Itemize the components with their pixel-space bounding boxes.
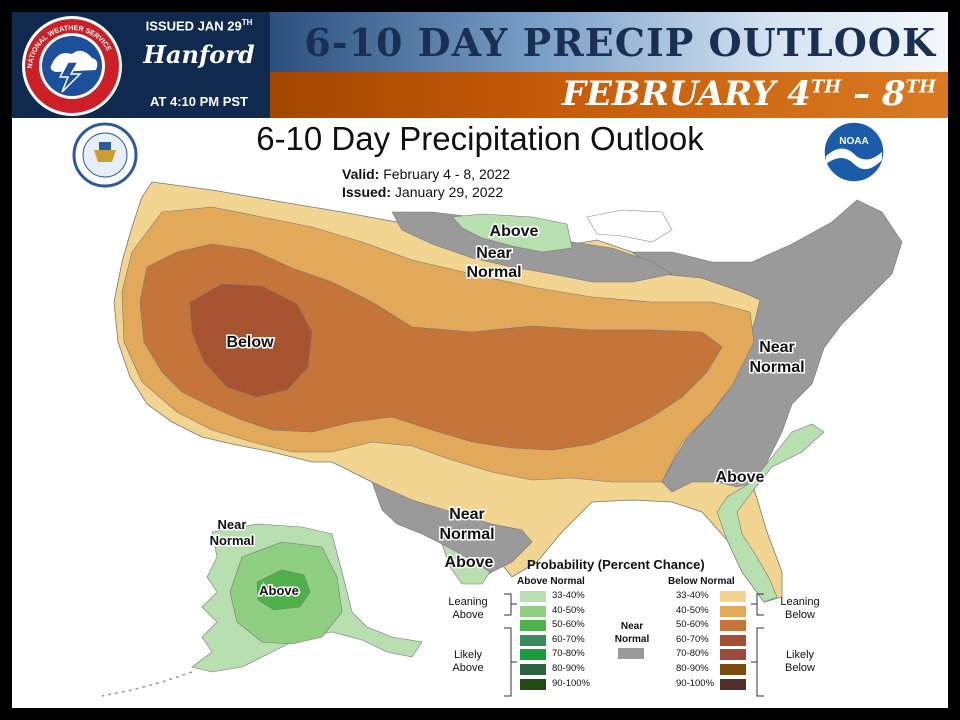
legend-leaning-above: Leaning Above — [448, 596, 488, 621]
legend-likely-above: Likely Above — [452, 649, 484, 674]
legend-above-range-4: 60-70% — [552, 633, 585, 645]
legend-above-swatch-2 — [520, 605, 546, 617]
legend-above-swatch-5 — [520, 649, 546, 661]
legend-above-range-7: 90-100% — [552, 677, 591, 689]
issued-time: AT 4:10 PM PST — [149, 94, 248, 109]
legend-below-swatch-7 — [720, 678, 746, 690]
legend-below-swatch-2 — [720, 605, 746, 617]
label-near-east-2: Normal — [749, 359, 804, 376]
alaska-aleutians — [101, 671, 193, 697]
legend-above-range-1: 33-40% — [552, 590, 585, 601]
noaa-logo-lettering: NOAA — [839, 136, 868, 147]
legend-above-swatch-4 — [520, 634, 546, 646]
leaning-above-southeast — [716, 423, 825, 603]
below-60-70-core — [189, 283, 313, 398]
legend-above-header: Above Normal — [517, 576, 585, 587]
legend-above-swatch-6 — [520, 664, 546, 675]
legend-below-swatch-6 — [720, 664, 746, 675]
legend-near-normal-swatch — [618, 648, 644, 659]
legend-below-header: Below Normal — [668, 576, 735, 587]
banner-title: 6-10 DAY PRECIP OUTLOOK — [304, 20, 936, 65]
leaning-above-texas — [441, 543, 491, 585]
legend-above-swatch-7 — [520, 678, 546, 690]
label-above-north: Above — [490, 223, 539, 240]
legend-likely-below: Likely Below — [785, 649, 815, 674]
nws-logo-icon: NATIONAL WEATHER SERVICE — [22, 16, 122, 116]
label-near-north-2: Normal — [466, 264, 521, 281]
legend-below-swatch-5 — [720, 649, 746, 661]
legend-above-range-2: 40-50% — [552, 604, 585, 616]
label-above-southeast: Above — [716, 469, 765, 486]
legend-above-range-3: 50-60% — [552, 619, 585, 631]
near-normal-texas — [371, 481, 533, 585]
legend-below-range-2: 40-50% — [676, 604, 709, 616]
legend-below-range-6: 80-90% — [676, 663, 709, 674]
office-name: Hanford — [143, 40, 255, 69]
valid-line: Valid: February 4 - 8, 2022 — [342, 166, 511, 182]
legend-leaning-below: Leaning Below — [780, 596, 820, 621]
label-ak-near-2: Normal — [210, 533, 255, 548]
label-ak-above: Above — [259, 583, 299, 598]
noaa-logo-icon: NOAA — [823, 121, 885, 183]
leaning-above-north-central — [451, 213, 573, 253]
label-near-east-1: Near — [759, 339, 795, 356]
alaska-above-50-60 — [256, 569, 311, 611]
title-banner: 6-10 DAY PRECIP OUTLOOK — [270, 12, 948, 72]
legend-above-swatch-1 — [520, 591, 546, 602]
label-below-west: Below — [226, 334, 274, 351]
legend-above-range-6: 80-90% — [552, 663, 585, 674]
issued-date: ISSUED JAN 29TH — [145, 18, 253, 34]
label-near-north-1: Near — [476, 245, 512, 262]
legend-below-swatch-3 — [720, 620, 746, 632]
legend-near-normal-label: Near Normal — [614, 621, 650, 645]
legend-below-swatch-1 — [720, 591, 746, 602]
banner-date-range: FEBRUARY 4TH – 8TH — [561, 74, 936, 114]
commerce-seal-icon — [72, 122, 138, 188]
label-ak-near-1: Near — [218, 517, 247, 532]
legend-below-swatch-4 — [720, 634, 746, 646]
graphic-frame: NATIONAL WEATHER SERVICE ISSUED JAN 29TH… — [12, 12, 948, 708]
legend-above-range-5: 70-80% — [552, 648, 585, 660]
precip-outlook-map: Above Near Normal Below Near Normal Abov… — [101, 181, 903, 697]
label-above-texas: Above — [445, 554, 494, 571]
label-near-south-1: Near — [449, 506, 485, 523]
issued-line: Issued: January 29, 2022 — [342, 184, 504, 200]
nws-office-panel: NATIONAL WEATHER SERVICE ISSUED JAN 29TH… — [12, 12, 270, 118]
lake-superior — [586, 209, 673, 243]
below-50-60-core — [139, 243, 723, 451]
legend-above-swatch-3 — [520, 620, 546, 632]
legend-below-range-1: 33-40% — [676, 590, 709, 601]
map-title: 6-10 Day Precipitation Outlook — [256, 120, 704, 157]
legend-below-range-4: 60-70% — [676, 633, 709, 645]
legend-title: Probability (Percent Chance) — [527, 557, 705, 572]
label-near-south-2: Normal — [439, 526, 494, 543]
legend-below-range-7: 90-100% — [676, 677, 715, 689]
legend-brackets — [504, 593, 764, 697]
date-banner: FEBRUARY 4TH – 8TH — [270, 72, 948, 118]
legend-below-range-3: 50-60% — [676, 619, 709, 631]
legend-below-range-5: 70-80% — [676, 648, 709, 660]
